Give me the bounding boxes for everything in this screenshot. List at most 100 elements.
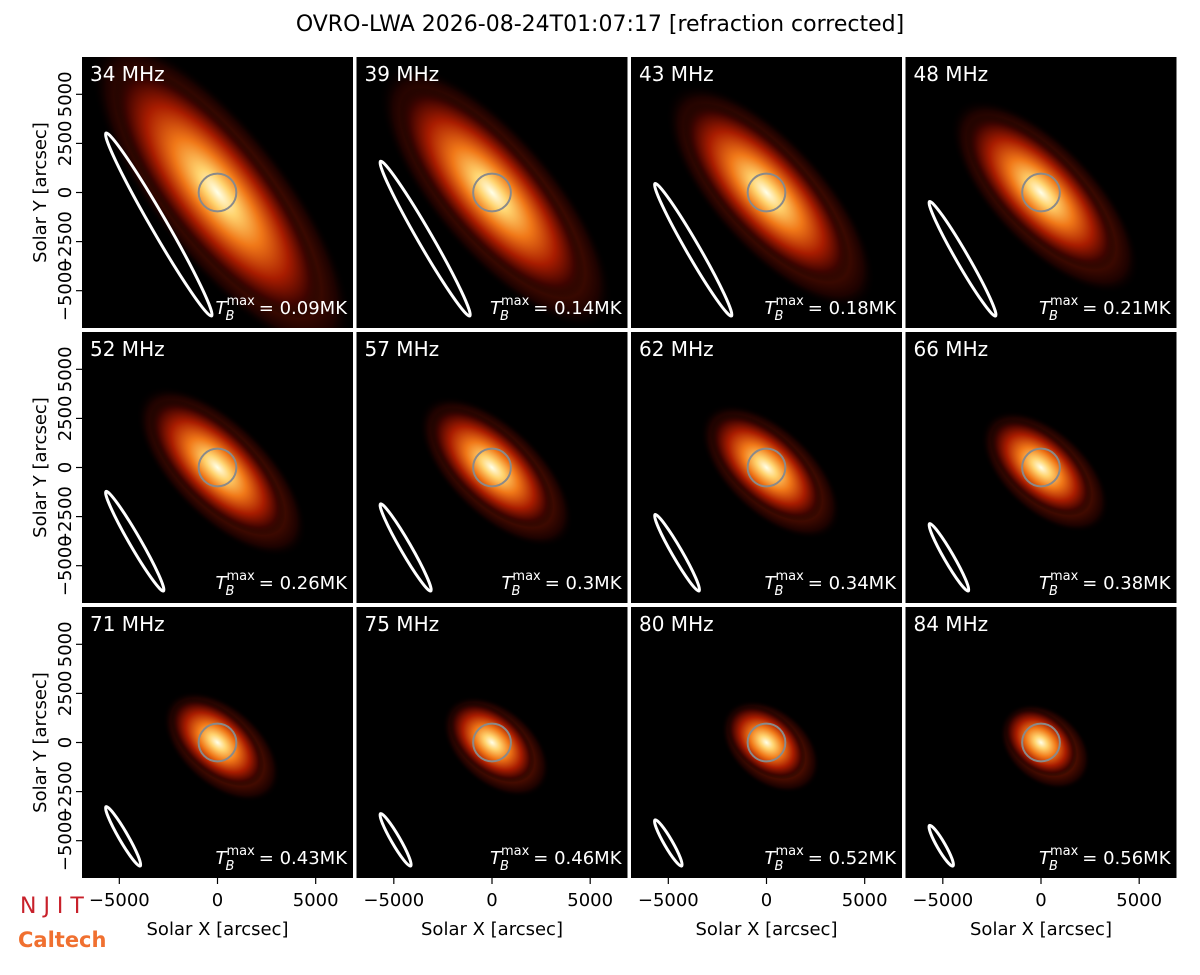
beam [378,159,472,318]
solar-limb [746,447,787,488]
panel [82,57,353,328]
beam [104,131,214,318]
subscript: B [1049,584,1058,599]
panel [82,332,353,603]
superscript: max [226,569,255,584]
superscript: max [1050,569,1079,584]
subscript: B [775,584,784,599]
x-axis-label: Solar X [arcsec] [970,919,1112,940]
panel [356,332,628,603]
superscript: max [775,569,804,584]
y-tick-label: 5000 [55,621,76,667]
y-tick-label: 5000 [55,71,76,117]
y-tick-label: 2500 [55,395,76,441]
symbol: T [216,298,229,319]
panel-title: 48 MHz [914,62,989,86]
value-text: = 0.56MK [1082,848,1171,869]
panel-title: 84 MHz [914,612,989,636]
panel-title: 71 MHz [90,612,165,636]
beam [653,818,684,868]
solar-limb [472,722,512,763]
beam [927,522,971,593]
emission [430,407,554,528]
panel [631,57,902,328]
y-tick-label: 5000 [55,346,76,392]
tmax-annotation: TBmax = 0.3MK [501,569,622,599]
x-tick-label: 0 [1035,890,1046,911]
superscript: max [501,844,530,859]
y-tick-label: 0 [55,462,76,473]
superscript: max [775,844,804,859]
emission [1004,708,1078,777]
solar-limb [746,172,787,213]
x-tick-label: 5000 [293,890,339,911]
symbol: T [490,848,503,869]
superscript: max [501,294,530,309]
emission [727,705,806,780]
emission [683,102,850,283]
emission [149,399,286,536]
subscript: B [775,859,784,874]
emission [170,698,265,787]
panel [82,607,353,878]
subscript: B [500,859,509,874]
beam [927,823,955,868]
x-tick-label: −5000 [912,890,973,911]
x-tick-label: −5000 [363,890,424,911]
solar-limb [472,172,512,213]
superscript: max [226,844,255,859]
value-text: = 0.46MK [533,848,622,869]
panel [905,57,1177,328]
beam [653,512,702,593]
solar-limb [1021,172,1061,213]
y-tick-label: −5000 [55,810,76,871]
x-tick-label: −5000 [638,890,699,911]
value-text: = 0.09MK [259,298,348,319]
panel [356,57,628,328]
y-tick-label: −2500 [55,761,76,822]
subscript: B [1049,309,1058,324]
symbol: T [490,298,503,319]
panel [905,607,1177,878]
beam [653,181,734,318]
logo-njit: N J I T [20,894,84,919]
solar-limb [472,447,512,488]
symbol: T [1039,848,1052,869]
tmax-annotation: TBmax = 0.14MK [490,294,623,324]
y-tick-label: −5000 [55,535,76,596]
panel [905,332,1177,603]
panel [631,607,902,878]
value-text: = 0.14MK [533,298,622,319]
value-text: = 0.21MK [1082,298,1171,319]
y-axis-label: Solar Y [arcsec] [30,397,51,538]
y-axis-label: Solar Y [arcsec] [30,672,51,813]
value-text: = 0.43MK [259,848,348,869]
x-tick-label: 5000 [1116,890,1162,911]
emission [449,702,535,783]
y-tick-label: −2500 [55,211,76,272]
tmax-annotation: TBmax = 0.38MK [1039,569,1172,599]
subscript: B [1049,859,1058,874]
value-text: = 0.34MK [808,573,897,594]
tmax-annotation: TBmax = 0.21MK [1039,294,1172,324]
emission [965,114,1117,271]
x-tick-label: 0 [212,890,223,911]
x-tick-label: 5000 [567,890,613,911]
panel [356,607,628,878]
emission [989,419,1093,516]
tmax-annotation: TBmax = 0.34MK [765,569,898,599]
x-tick-label: 5000 [842,890,888,911]
x-tick-label: −5000 [89,890,150,911]
solar-limb [197,172,238,213]
symbol: T [216,573,229,594]
tmax-annotation: TBmax = 0.52MK [765,844,898,874]
symbol: T [765,848,778,869]
tmax-annotation: TBmax = 0.09MK [216,294,349,324]
y-tick-label: 0 [55,187,76,198]
superscript: max [1050,294,1079,309]
y-axis-label: Solar Y [arcsec] [30,122,51,263]
subscript: B [226,309,235,324]
beam [927,199,998,318]
panel-title: 43 MHz [639,62,714,86]
